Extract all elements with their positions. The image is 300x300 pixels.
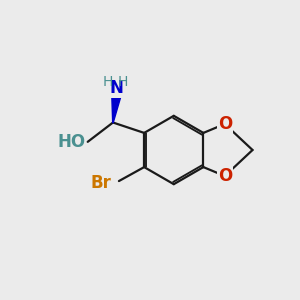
Text: O: O bbox=[218, 115, 232, 133]
Text: O: O bbox=[218, 167, 232, 185]
Text: H: H bbox=[118, 75, 128, 89]
Text: N: N bbox=[110, 79, 124, 97]
Text: HO: HO bbox=[57, 133, 85, 151]
Polygon shape bbox=[112, 94, 121, 122]
Text: H: H bbox=[103, 75, 113, 89]
Text: Br: Br bbox=[91, 174, 112, 192]
